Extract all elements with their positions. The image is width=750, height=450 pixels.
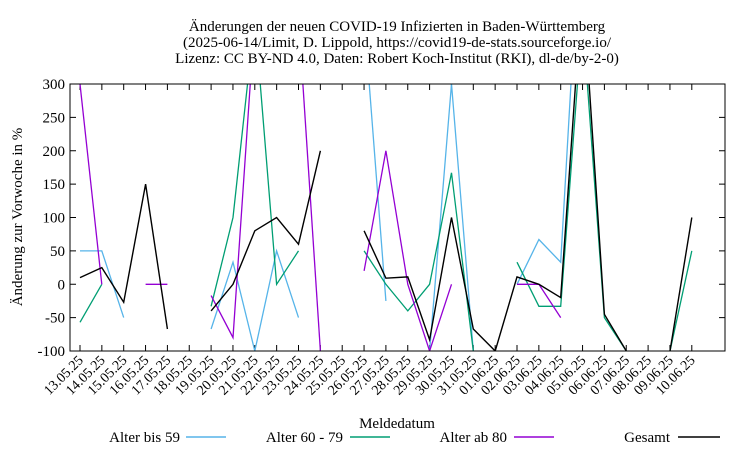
y-tick-label: -100 (38, 344, 66, 360)
y-tick-label: 0 (58, 277, 66, 293)
y-tick-label: 50 (50, 244, 65, 260)
y-tick-label: 100 (43, 211, 66, 227)
series-line-alter-60-79 (210, 84, 300, 307)
series-line-alter-ab-80 (363, 150, 453, 351)
y-tick-label: 300 (43, 77, 66, 93)
chart-title-line: Lizenz: CC BY-ND 4.0, Daten: Robert Koch… (175, 51, 619, 67)
series-line-alter-ab-80 (517, 283, 562, 318)
series-line-alter-bis-59 (80, 250, 125, 318)
series-line-gesamt (669, 217, 693, 351)
y-axis-label: Änderung zur Vorwoche in % (9, 128, 26, 307)
series-line-alter-bis-59 (516, 84, 572, 285)
series-line-gesamt (79, 183, 169, 330)
legend-label: Gesamt (624, 430, 671, 446)
y-tick-label: 150 (43, 177, 66, 193)
y-tick-label: -50 (45, 311, 65, 327)
series-line-alter-ab-80 (79, 84, 103, 285)
x-axis-label: Meldedatum (359, 416, 435, 432)
series-line-alter-ab-80 (210, 84, 251, 340)
series-line-alter-bis-59 (210, 248, 300, 351)
legend-label: Alter bis 59 (109, 430, 180, 446)
series-line-alter-ab-80 (302, 84, 322, 351)
series-line-alter-60-79 (79, 283, 103, 323)
series-line-gesamt (363, 84, 627, 351)
series-line-gesamt (210, 150, 322, 312)
legend-label: Alter ab 80 (440, 430, 507, 446)
plot-frame (69, 83, 726, 352)
legend-label: Alter 60 - 79 (266, 430, 343, 446)
series-line-alter-60-79 (363, 172, 474, 351)
y-tick-label: 250 (43, 110, 66, 126)
series-line-alter-bis-59 (368, 84, 387, 301)
chart-title-line: (2025-06-14/Limit, D. Lippold, https://c… (183, 35, 612, 51)
y-tick-label: 200 (43, 144, 66, 160)
series-line-alter-60-79 (669, 250, 693, 351)
series-line-alter-bis-59 (428, 84, 474, 351)
chart-title-line: Änderungen der neuen COVID-19 Infizierte… (189, 18, 606, 35)
series-line-alter-60-79 (516, 84, 627, 351)
